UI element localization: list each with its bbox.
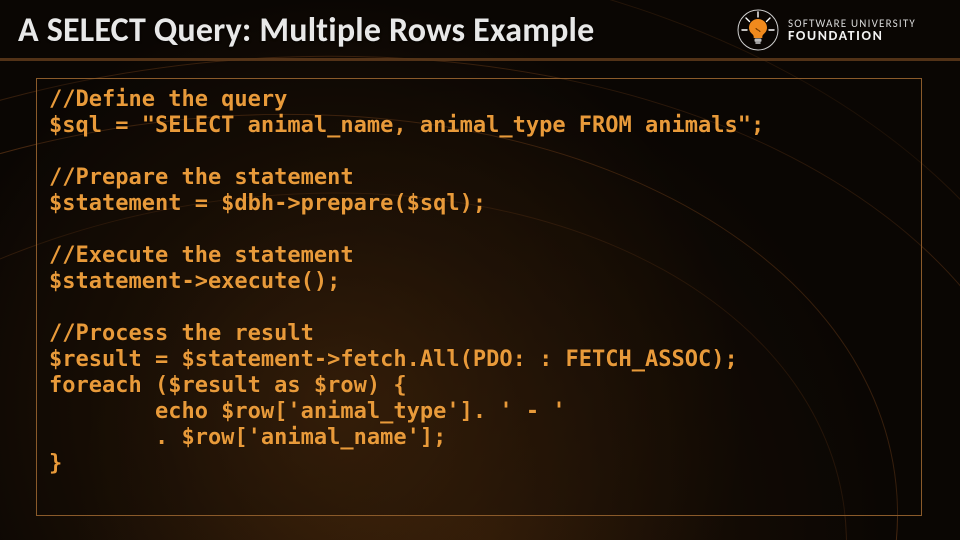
logo-text: SOFTWARE UNIVERSITY FOUNDATION <box>788 18 916 43</box>
lightbulb-icon <box>736 8 780 52</box>
slide: A SELECT Query: Multiple Rows Example S <box>0 0 960 540</box>
code-block: //Define the query $sql = "SELECT animal… <box>49 87 909 477</box>
title-underline <box>0 58 960 61</box>
slide-title: A SELECT Query: Multiple Rows Example <box>18 10 594 51</box>
logo-line2: FOUNDATION <box>788 29 916 43</box>
code-box: //Define the query $sql = "SELECT animal… <box>36 78 922 516</box>
logo: SOFTWARE UNIVERSITY FOUNDATION <box>736 6 946 54</box>
